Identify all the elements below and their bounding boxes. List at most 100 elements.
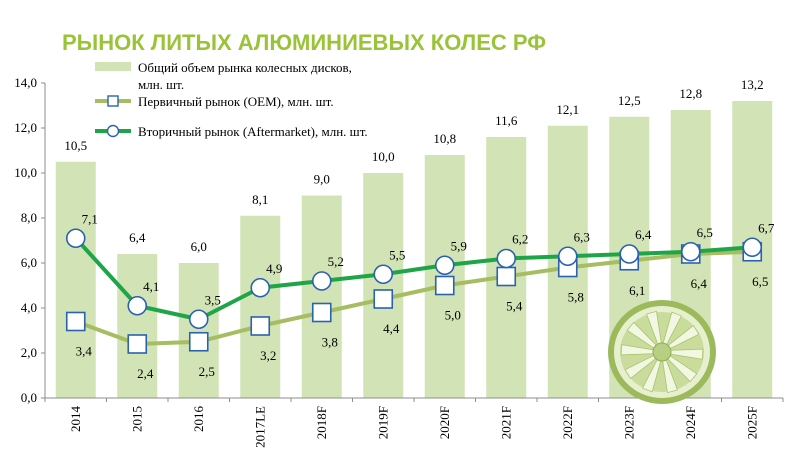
aftermarket-marker: [619, 244, 640, 264]
y-tick-label: 14,0: [14, 75, 37, 90]
oem-marker: [496, 266, 517, 287]
y-tick-label: 0,0: [21, 390, 37, 405]
labels-group: 10,5 6,4 6,0 8,1 9,0 10,0 10,8 11,6 12,1 12,5 12,8…: [64, 77, 775, 381]
bar: [55, 161, 96, 398]
aftermarket-marker: [373, 264, 394, 285]
oem-value-label: 5,0: [445, 308, 461, 323]
bar-value-label: 10,8: [433, 131, 456, 146]
aftermarket-marker: [188, 309, 209, 330]
x-tick-label: 2014: [68, 406, 83, 433]
aftermarket-value-label: 6,7: [758, 220, 775, 235]
aftermarket-value-label: 5,2: [328, 254, 344, 269]
oem-line: [75, 249, 753, 347]
y-tick-label: 4,0: [21, 300, 37, 315]
y-tick-label: 2,0: [21, 345, 37, 360]
x-tick-label: 2016: [191, 406, 206, 433]
legend-label-total: Общий объем рынка колесных дисков,: [138, 60, 352, 75]
bar-value-label: 8,1: [252, 192, 268, 207]
x-tick-label: 2024F: [683, 406, 698, 439]
aftermarket-marker: [680, 241, 701, 262]
oem-value-label: 6,4: [691, 276, 708, 291]
y-tick-label: 10,0: [14, 165, 37, 180]
x-tick-label: 2021F: [498, 406, 513, 439]
bar-value-label: 6,0: [191, 239, 207, 254]
oem-value-label: 6,1: [629, 283, 645, 298]
aftermarket-value-label: 6,4: [635, 227, 652, 242]
bars-group: [55, 101, 773, 398]
bar: [178, 263, 219, 398]
oem-value-label: 2,5: [199, 364, 215, 379]
y-tick-label: 8,0: [21, 210, 37, 225]
wheel-image: [608, 300, 716, 404]
oem-value-label: 2,4: [137, 366, 154, 381]
bar: [301, 195, 342, 398]
aftermarket-marker: [127, 295, 148, 316]
bar-value-label: 12,5: [618, 93, 641, 108]
oem-marker: [250, 316, 271, 336]
y-tick-label: 12,0: [14, 120, 37, 135]
legend-label-oem: Первичный рынок (OEM), млн. шт.: [138, 94, 334, 109]
oem-marker: [434, 275, 455, 296]
bar-value-label: 6,4: [129, 230, 146, 245]
bar: [240, 215, 281, 398]
oem-marker: [65, 311, 86, 332]
x-tick-label: 2018F: [314, 406, 329, 439]
oem-value-label: 3,4: [76, 344, 93, 359]
aftermarket-marker: [496, 248, 517, 269]
legend-label-aftermarket: Вторичный рынок (Aftermarket), млн. шт.: [138, 124, 368, 139]
oem-value-label: 5,8: [568, 290, 584, 305]
bar-value-label: 13,2: [741, 77, 764, 92]
bar: [117, 254, 158, 398]
aftermarket-value-label: 5,9: [451, 238, 467, 253]
bar: [363, 173, 404, 398]
x-tick-label: 2019F: [375, 406, 390, 439]
legend: Общий объем рынка колесных дисков, млн. ш…: [95, 60, 368, 139]
x-tick-label: 2023F: [621, 406, 636, 439]
x-tick-label: 2022F: [560, 406, 575, 439]
oem-value-label: 6,5: [752, 274, 768, 289]
aftermarket-marker: [65, 228, 86, 249]
axis-group: 0,0 2,0 4,0 6,0 8,0 10,0 12,0 14,0 2014 2015 2016 2…: [14, 75, 784, 448]
x-tick-label: 2017LE: [252, 406, 267, 448]
legend-marker-aftermarket: [106, 124, 120, 138]
aftermarket-marker: [742, 237, 763, 258]
aftermarket-value-label: 6,3: [574, 229, 590, 244]
oem-value-label: 5,4: [506, 299, 523, 314]
bar-value-label: 12,1: [556, 102, 579, 117]
oem-value-label: 3,2: [260, 348, 276, 363]
aftermarket-value-label: 6,5: [697, 225, 713, 240]
y-tick-label: 6,0: [21, 255, 37, 270]
aftermarket-marker: [434, 255, 455, 276]
chart-title: РЫНОК ЛИТЫХ АЛЮМИНИЕВЫХ КОЛЕС РФ: [62, 30, 547, 55]
bar-value-label: 10,5: [64, 138, 87, 153]
wheel-hub: [652, 342, 672, 362]
oem-value-label: 4,4: [383, 321, 400, 336]
aftermarket-marker: [557, 246, 578, 267]
aftermarket-value-label: 4,1: [143, 279, 159, 294]
bar-value-label: 12,8: [679, 86, 702, 101]
aftermarket-value-label: 3,5: [205, 292, 221, 307]
x-tick-label: 2025F: [744, 406, 759, 439]
legend-label-total-unit: млн. шт.: [138, 77, 184, 92]
aftermarket-value-label: 7,1: [82, 211, 98, 226]
x-tick-label: 2015: [129, 406, 144, 432]
bar-value-label: 9,0: [314, 172, 330, 187]
aftermarket-value-label: 6,2: [512, 232, 528, 247]
aftermarket-line: [74, 236, 753, 322]
aftermarket-marker: [311, 271, 332, 291]
x-tick-label: 2020F: [437, 406, 452, 439]
legend-swatch-total: [95, 62, 131, 71]
oem-marker: [127, 334, 148, 354]
aftermarket-value-label: 4,9: [266, 261, 282, 276]
aftermarket-value-label: 5,5: [389, 247, 405, 262]
legend-marker-oem: [107, 95, 119, 107]
oem-marker: [311, 302, 332, 323]
oem-value-label: 3,8: [322, 335, 338, 350]
oem-marker: [373, 289, 394, 309]
oem-marker: [188, 331, 209, 352]
bar-value-label: 11,6: [495, 113, 518, 128]
aftermarket-marker: [250, 277, 271, 298]
lines-group: [65, 228, 763, 354]
